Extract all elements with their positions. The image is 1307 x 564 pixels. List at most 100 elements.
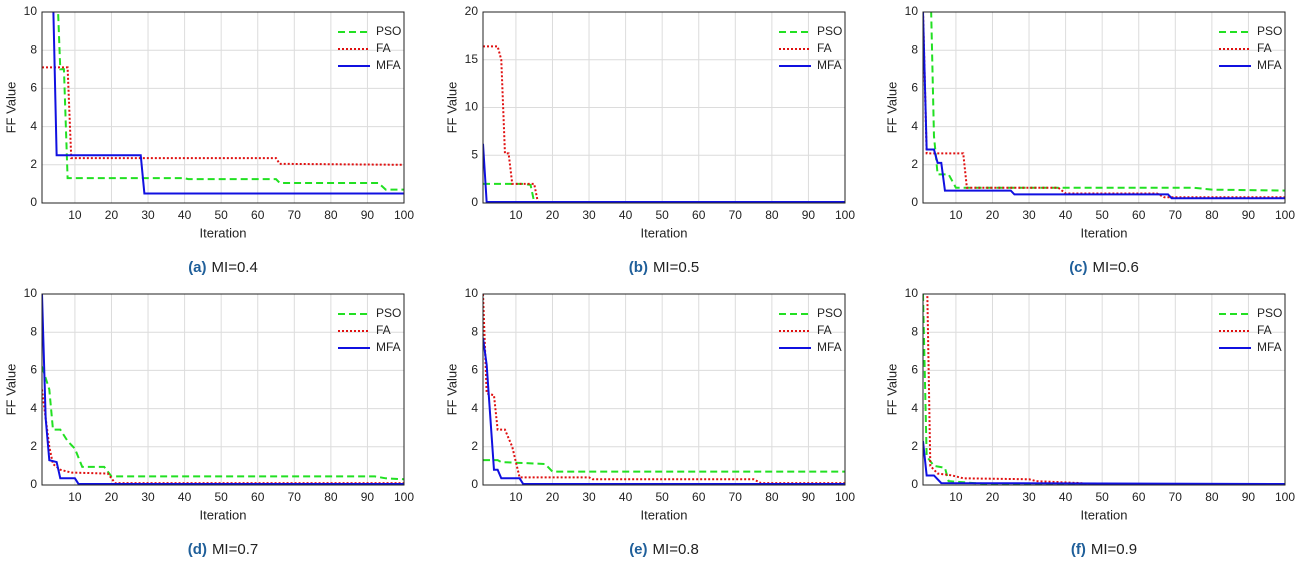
x-axis-label: Iteration (200, 225, 247, 240)
y-tick-label: 2 (911, 439, 918, 453)
caption-label: (b) (629, 259, 648, 276)
subplot: 10 20 30 40 50 60 70 80 90 100 0 2 4 6 8 10 PSO FA MFA Iter… (884, 4, 1295, 276)
y-tick-label: 4 (911, 401, 918, 415)
legend-label: PSO (1257, 24, 1282, 38)
series-line (483, 459, 845, 473)
x-tick-label: 40 (1059, 208, 1073, 222)
series-group (923, 294, 1285, 485)
x-tick-label: 50 (655, 490, 669, 504)
x-axis-label: Iteration (1081, 507, 1128, 522)
x-tick-label: 40 (619, 208, 633, 222)
caption-text: MI=0.7 (212, 541, 258, 558)
y-axis-label: FF Value (3, 364, 18, 416)
caption: (e) MI=0.8 (629, 541, 699, 558)
x-tick-label: 70 (288, 208, 302, 222)
caption-text: MI=0.8 (653, 541, 699, 558)
y-tick-label: 4 (30, 401, 37, 415)
subplot: 10 20 30 40 50 60 70 80 90 100 0 2 4 6 8 10 PSO FA MFA Iter… (3, 4, 414, 276)
x-tick-label: 20 (105, 208, 119, 222)
x-tick-label: 30 (1022, 490, 1036, 504)
x-tick-label: 80 (324, 208, 338, 222)
series-line (923, 12, 1285, 200)
axes-box (922, 11, 1286, 204)
axes-box (922, 293, 1286, 486)
y-axis-label: FF Value (444, 82, 459, 134)
y-tick-label: 6 (911, 81, 918, 95)
x-tick-label: 40 (619, 490, 633, 504)
caption-label: (e) (629, 541, 647, 558)
x-tick-label: 20 (546, 208, 560, 222)
legend-label: FA (376, 41, 391, 55)
axes-box (482, 293, 846, 486)
x-tick-label: 20 (986, 208, 1000, 222)
x-tick-label: 30 (141, 208, 155, 222)
x-tick-label: 10 (949, 490, 963, 504)
axes-box (41, 293, 405, 486)
axes-box (41, 11, 405, 204)
caption: (b) MI=0.5 (629, 259, 699, 276)
x-tick-label: 30 (141, 490, 155, 504)
series-line (57, 12, 404, 191)
x-tick-label: 70 (729, 490, 743, 504)
series-line (42, 366, 404, 481)
y-tick-label: 4 (911, 119, 918, 133)
series-line (52, 12, 404, 195)
legend-label: MFA (1257, 58, 1282, 72)
series-line (483, 294, 845, 485)
legend-label: FA (1257, 323, 1272, 337)
x-axis-label: Iteration (200, 507, 247, 522)
y-axis-label: FF Value (444, 364, 459, 416)
caption-text: MI=0.9 (1091, 541, 1137, 558)
y-tick-label: 8 (911, 324, 918, 338)
y-tick-label: 6 (30, 81, 37, 95)
legend-label: FA (817, 323, 832, 337)
y-tick-label: 2 (30, 439, 37, 453)
x-tick-label: 60 (692, 208, 706, 222)
x-tick-label: 10 (949, 208, 963, 222)
legend-label: MFA (376, 340, 401, 354)
x-tick-label: 80 (1205, 490, 1219, 504)
x-tick-label: 80 (1205, 208, 1219, 222)
plot-area (923, 12, 1285, 203)
y-axis-label: FF Value (3, 82, 18, 134)
x-tick-label: 100 (394, 490, 414, 504)
legend-label: PSO (376, 24, 401, 38)
x-tick-label: 90 (1242, 208, 1256, 222)
y-tick-label: 0 (30, 477, 37, 491)
x-tick-label: 100 (1275, 208, 1295, 222)
x-tick-label: 20 (105, 490, 119, 504)
caption-label: (d) (188, 541, 207, 558)
y-tick-label: 2 (30, 157, 37, 171)
y-tick-label: 8 (30, 324, 37, 338)
y-tick-label: 15 (465, 52, 479, 66)
series-line (923, 12, 1285, 199)
x-axis-label: Iteration (641, 225, 688, 240)
series-group (42, 12, 404, 195)
y-tick-label: 10 (24, 286, 38, 300)
y-tick-label: 5 (471, 147, 478, 161)
caption-text: MI=0.5 (653, 259, 699, 276)
x-tick-label: 70 (288, 490, 302, 504)
subplot: 10 20 30 40 50 60 70 80 90 100 0 2 4 6 8 10 PSO FA MFA Iter… (444, 286, 855, 558)
y-tick-label: 6 (911, 363, 918, 377)
y-tick-label: 4 (471, 401, 478, 415)
caption: (d) MI=0.7 (188, 541, 258, 558)
x-tick-label: 100 (394, 208, 414, 222)
x-tick-label: 30 (582, 490, 596, 504)
y-tick-label: 0 (30, 195, 37, 209)
legend-label: PSO (817, 24, 842, 38)
y-tick-label: 10 (24, 4, 38, 18)
series-group (483, 294, 845, 485)
x-tick-label: 60 (1132, 490, 1146, 504)
y-tick-label: 2 (911, 157, 918, 171)
series-line (42, 66, 404, 166)
series-line (483, 337, 845, 485)
y-tick-label: 10 (465, 100, 479, 114)
legend-label: PSO (1257, 306, 1282, 320)
x-axis-label: Iteration (1081, 225, 1128, 240)
y-tick-label: 8 (911, 42, 918, 56)
y-tick-label: 2 (471, 439, 478, 453)
x-tick-label: 50 (214, 208, 228, 222)
x-axis-label: Iteration (641, 507, 688, 522)
x-tick-label: 100 (835, 208, 855, 222)
